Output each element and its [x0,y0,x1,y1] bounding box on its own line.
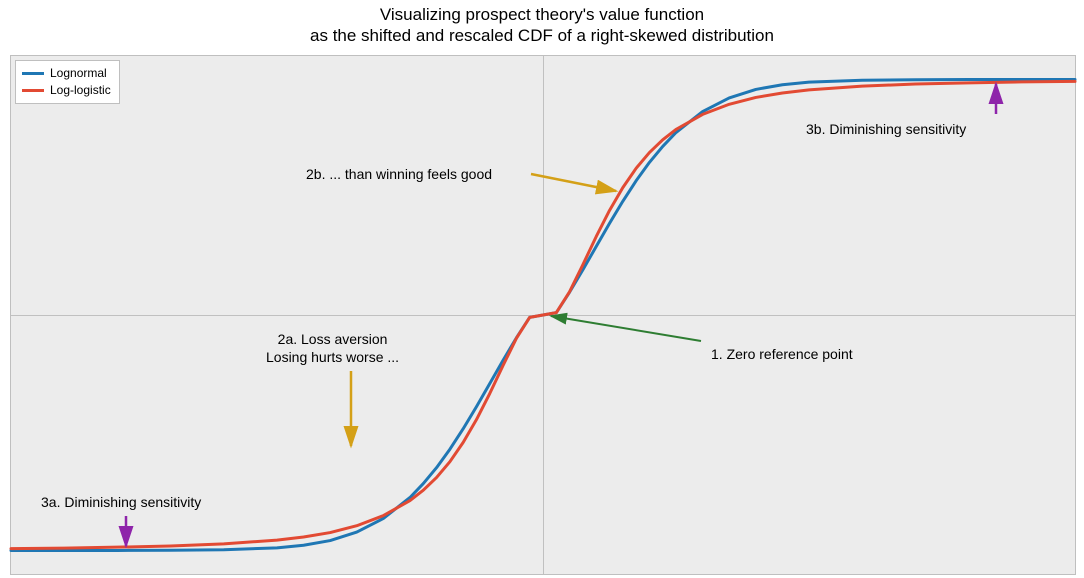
annotation-2a-line2: Losing hurts worse ... [266,349,399,367]
annotation-3a-text: 3a. Diminishing sensitivity [41,494,201,510]
legend: Lognormal Log-logistic [15,60,120,104]
legend-swatch-loglogistic [22,89,44,92]
legend-item-lognormal: Lognormal [22,65,111,82]
chart-title-line2: as the shifted and rescaled CDF of a rig… [0,25,1084,46]
annotation-3b-text: 3b. Diminishing sensitivity [806,121,966,137]
plot-area: Lognormal Log-logistic 1. Zero reference… [10,55,1076,575]
annotation-2a-line1: 2a. Loss aversion [266,331,399,349]
annotation-1: 1. Zero reference point [711,346,853,364]
arrow-anno-1 [551,316,701,341]
series-line-log-logistic [11,81,1075,548]
legend-label-loglogistic: Log-logistic [50,82,111,99]
annotation-2a: 2a. Loss aversion Losing hurts worse ... [266,331,399,366]
chart-title-line1: Visualizing prospect theory's value func… [0,4,1084,25]
series-group [11,80,1075,551]
legend-swatch-lognormal [22,72,44,75]
arrow-anno-2b [531,174,616,191]
annotation-3a: 3a. Diminishing sensitivity [41,494,201,512]
chart-title: Visualizing prospect theory's value func… [0,4,1084,47]
annotation-2b-text: 2b. ... than winning feels good [306,166,492,182]
legend-label-lognormal: Lognormal [50,65,107,82]
legend-item-loglogistic: Log-logistic [22,82,111,99]
annotation-1-text: 1. Zero reference point [711,346,853,362]
annotation-2b: 2b. ... than winning feels good [306,166,492,184]
chart-container: Visualizing prospect theory's value func… [0,0,1084,578]
annotation-3b: 3b. Diminishing sensitivity [806,121,966,139]
arrows-group [126,84,996,546]
